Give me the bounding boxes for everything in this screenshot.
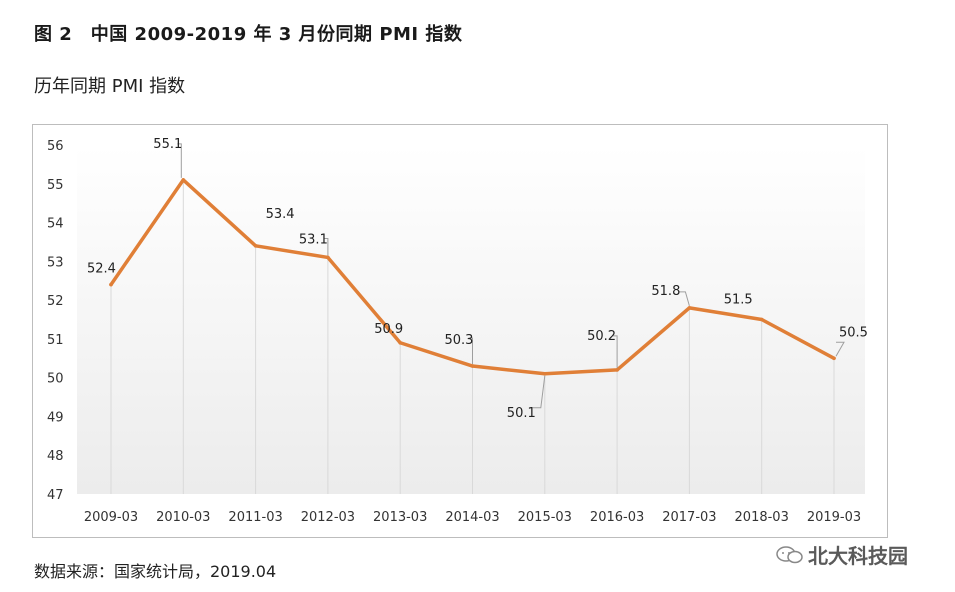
y-tick-label: 52 <box>47 294 64 309</box>
y-tick-label: 56 <box>47 139 64 154</box>
data-point <box>181 178 186 182</box>
chart-title: 历年同期 PMI 指数 <box>34 76 186 97</box>
leader-line <box>323 237 329 256</box>
data-label: 50.5 <box>839 325 868 340</box>
leader-line <box>613 335 618 368</box>
pmi-line-chart: 47 48 49 50 51 52 53 54 55 56 2009-03 2010-03 2011-… <box>47 137 868 525</box>
data-label: 51.8 <box>651 284 680 299</box>
data-label: 52.4 <box>87 262 116 277</box>
plot-background <box>77 145 865 494</box>
y-tick-label: 50 <box>47 372 64 387</box>
x-tick-label: 2017-03 <box>662 510 716 525</box>
brand-name: 北大科技园 <box>808 544 908 568</box>
data-point <box>253 244 258 248</box>
data-label: 53.4 <box>266 207 295 222</box>
y-tick-label: 55 <box>47 178 64 193</box>
data-point <box>759 317 764 322</box>
data-label: 55.1 <box>153 137 182 152</box>
x-tick-label: 2014-03 <box>445 510 499 525</box>
x-tick-label: 2013-03 <box>373 510 427 525</box>
leader-line <box>835 341 845 357</box>
leader-line <box>468 337 473 365</box>
data-label: 50.3 <box>445 333 474 348</box>
data-point <box>326 255 330 260</box>
x-tick-label: 2010-03 <box>156 510 210 525</box>
data-point <box>687 306 692 310</box>
chart-container: 47 48 49 50 51 52 53 54 55 56 2009-03 2010-03 2011-… <box>32 124 888 538</box>
leader-line <box>532 375 546 409</box>
data-label: 51.5 <box>724 293 753 308</box>
data-source: 数据来源：国家统计局，2019.04 <box>34 562 277 581</box>
data-label: 50.1 <box>507 406 536 421</box>
data-point <box>543 371 547 376</box>
leader-line <box>679 291 690 307</box>
x-tick-label: 2016-03 <box>590 510 644 525</box>
brand-watermark: 北大科技园 <box>776 540 908 569</box>
x-tick-label: 2009-03 <box>84 510 138 525</box>
x-tick-label: 2018-03 <box>735 510 789 525</box>
data-point <box>470 364 475 368</box>
leader-line <box>177 143 182 178</box>
figure-title: 图 2 中国 2009-2019 年 3 月份同期 PMI 指数 <box>34 24 463 45</box>
wechat-icon <box>776 545 803 563</box>
data-point <box>832 356 836 361</box>
x-tick-label: 2012-03 <box>301 510 355 525</box>
y-tick-label: 54 <box>47 217 64 232</box>
data-point <box>109 282 113 287</box>
x-tick-label: 2011-03 <box>228 510 282 525</box>
y-tick-label: 47 <box>47 488 64 503</box>
data-label: 53.1 <box>299 232 328 247</box>
data-point <box>398 340 403 345</box>
data-label: 50.2 <box>587 329 616 344</box>
y-tick-label: 51 <box>47 333 64 348</box>
x-tick-label: 2019-03 <box>807 510 861 525</box>
data-point <box>615 368 619 372</box>
x-tick-label: 2015-03 <box>518 510 572 525</box>
y-tick-label: 48 <box>47 449 64 464</box>
y-tick-label: 53 <box>47 255 64 270</box>
y-tick-label: 49 <box>47 410 64 425</box>
data-label: 50.9 <box>374 322 403 337</box>
